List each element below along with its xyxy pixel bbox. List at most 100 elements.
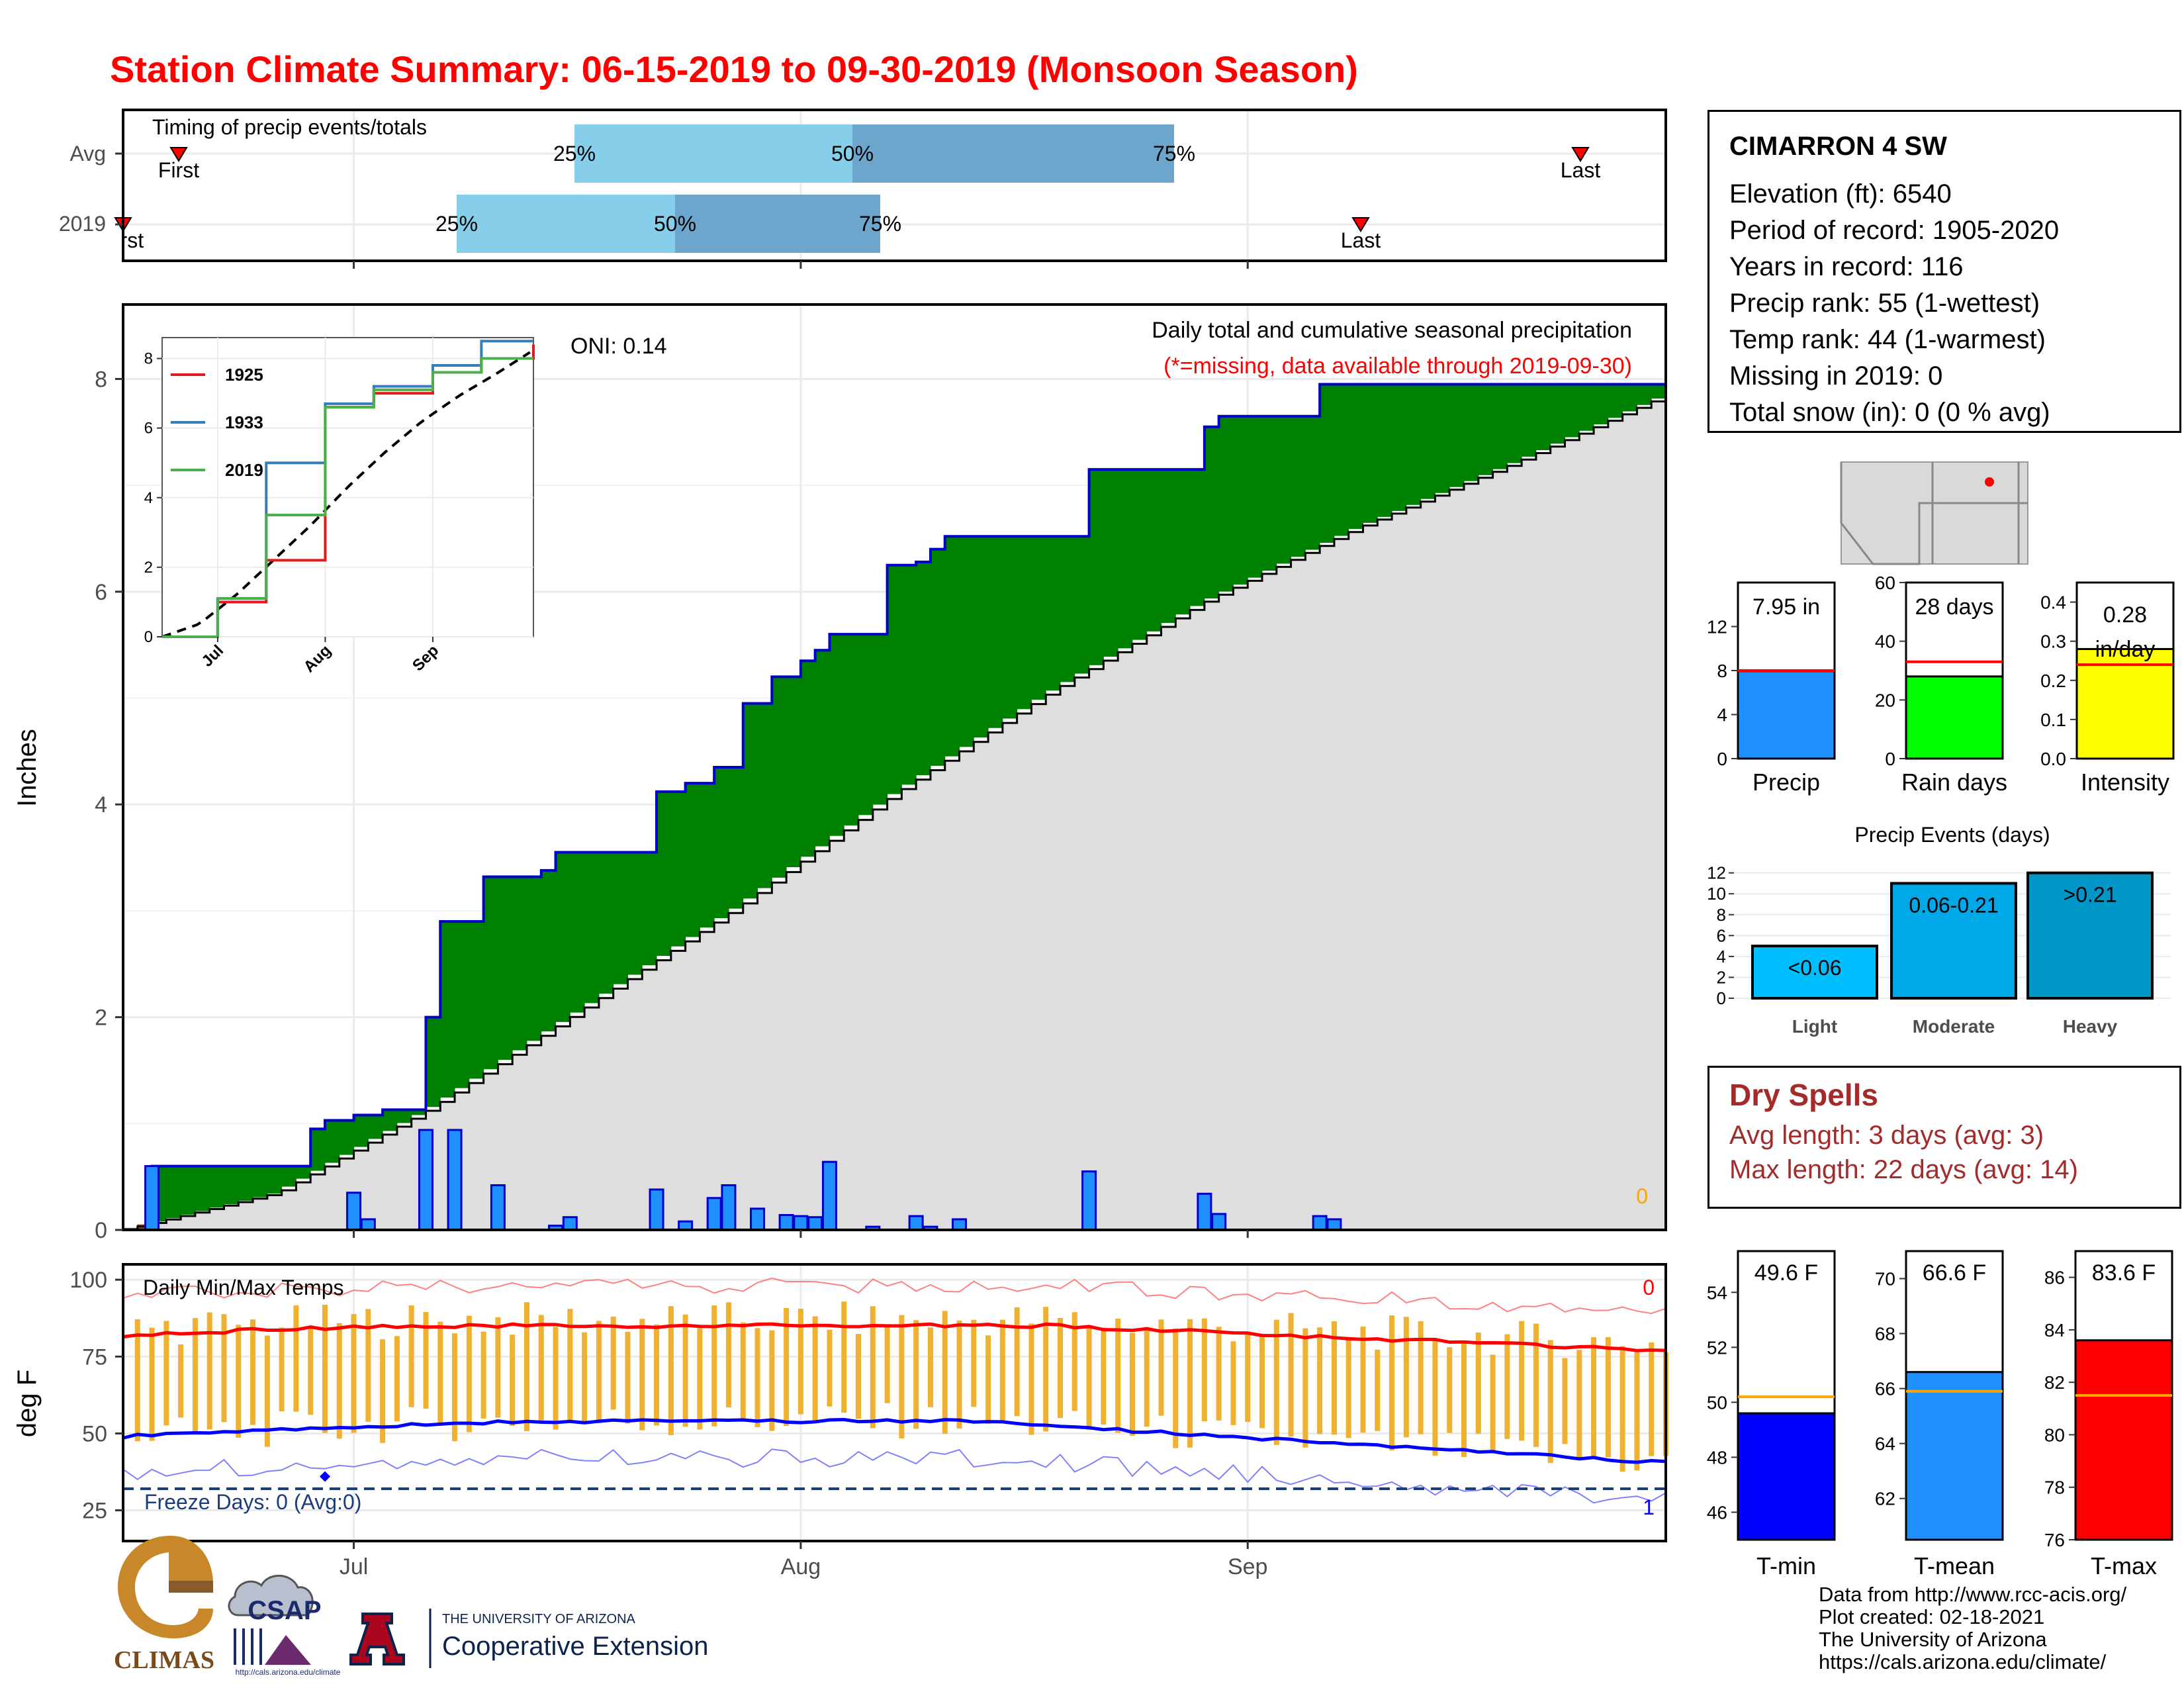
daily-temp-range-bar <box>596 1321 602 1424</box>
events-range-Heavy: >0.21 <box>2064 883 2117 907</box>
summary-ytick-label: 8 <box>1717 661 1727 681</box>
climas-logo-stripe <box>169 1581 213 1593</box>
events-category-Heavy: Heavy <box>2063 1016 2118 1037</box>
daily-temp-range-bar <box>797 1309 803 1415</box>
daily-temp-range-bar <box>1403 1317 1409 1438</box>
daily-precip-bar <box>793 1215 809 1231</box>
cumulative-precip-line <box>123 383 1666 1231</box>
summary-ytick-label: 0.4 <box>2040 592 2066 613</box>
temp-ytick-label: 75 <box>82 1344 107 1370</box>
daily-temp-range-bar <box>1201 1318 1207 1422</box>
csap-logo-cloud <box>228 1574 314 1617</box>
events-ytick-label: 8 <box>1717 905 1726 925</box>
inset-legend-label-1925: 1925 <box>225 365 263 385</box>
daily-precip-bar <box>721 1184 737 1231</box>
daily-temp-range-bar <box>250 1319 256 1425</box>
daily-temp-range-bar <box>1028 1323 1034 1435</box>
daily-temp-range-bar <box>1144 1327 1150 1427</box>
daily-temp-range-bar <box>985 1335 991 1424</box>
timing-avg-q1-bar <box>574 124 852 183</box>
daily-temp-range-bar <box>264 1335 270 1447</box>
daily-precip-bar <box>1326 1218 1342 1231</box>
daily-temp-range-bar <box>1649 1342 1655 1456</box>
events-bar-Light <box>1751 945 1878 1000</box>
daily-temp-range-bar <box>1230 1341 1236 1425</box>
daily-temp-range-bar <box>1345 1338 1351 1438</box>
temp-summary-ytick-label: 50 <box>1707 1392 1727 1413</box>
daily-temp-range-bar <box>1360 1327 1366 1433</box>
daily-temp-range-bar <box>351 1314 357 1433</box>
daily-temp-range-bar <box>740 1322 746 1421</box>
daily-temp-range-bar <box>1158 1319 1164 1416</box>
summary-ytick-label: 60 <box>1875 573 1895 593</box>
freeze-days-label: Freeze Days: 0 (Avg:0) <box>144 1490 361 1514</box>
summary-label-Rain days: Rain days <box>1901 769 2007 796</box>
daily-temp-range-bar <box>452 1333 458 1442</box>
daily-temp-range-bar <box>1605 1336 1611 1458</box>
daily-temp-range-bar <box>725 1302 731 1408</box>
dry-spells-avg: Avg length: 3 days (avg: 3) <box>1729 1121 2044 1150</box>
temp-summary-ytick-label: 82 <box>2044 1372 2065 1393</box>
inset-legend-label-2019: 2019 <box>225 460 263 480</box>
daily-temp-range-bar <box>1331 1321 1337 1435</box>
daily-temp-range-bar <box>1461 1342 1467 1458</box>
events-category-Moderate: Moderate <box>1913 1016 1995 1037</box>
temp-summary-ytick-label: 70 <box>1875 1269 1895 1289</box>
page-title: Station Climate Summary: 06-15-2019 to 0… <box>110 48 1358 90</box>
station-location-marker <box>1985 477 1994 487</box>
daily-temp-range-bar <box>841 1301 847 1413</box>
daily-temp-range-bar <box>1014 1307 1020 1417</box>
station-years: Years in record: 116 <box>1729 252 1964 281</box>
timing-avg-first-label: First <box>158 158 199 182</box>
timing-2019-q2-bar <box>675 195 880 253</box>
csap-logo-lines <box>234 1628 262 1665</box>
daily-temp-range-bar <box>1058 1317 1064 1419</box>
daily-temp-range-bar <box>134 1319 140 1442</box>
daily-temp-range-bar <box>1245 1333 1251 1423</box>
events-ytick-label: 10 <box>1707 884 1726 904</box>
daily-temp-range-bar <box>1490 1354 1496 1450</box>
daily-temp-range-bar <box>510 1335 516 1427</box>
summary-bar-Precip <box>1737 670 1836 760</box>
temp-ytick-label: 25 <box>82 1499 107 1524</box>
university-of-arizona-logo <box>349 1613 405 1665</box>
locator-map-bg <box>1841 461 2028 565</box>
station-precip-rank: Precip rank: 55 (1-wettest) <box>1729 289 2040 318</box>
daily-temp-range-bar <box>466 1315 472 1432</box>
temp-ytick-label: 50 <box>82 1421 107 1446</box>
daily-temp-range-bar <box>668 1306 674 1436</box>
summary-ytick-label: 0.2 <box>2040 671 2066 691</box>
inset-ytick-label: 2 <box>144 559 153 577</box>
summary-ytick-label: 12 <box>1707 617 1727 637</box>
daily-temp-range-bar <box>1129 1333 1135 1436</box>
precip-ytick-label: 6 <box>95 580 107 605</box>
record-max-line <box>122 1278 1666 1315</box>
summary-value-unit-Intensity: in/day <box>2095 637 2156 662</box>
csap-logo-mountain <box>265 1635 311 1665</box>
daily-temp-range-bar <box>1591 1336 1597 1458</box>
temp-summary-ytick-label: 80 <box>2044 1425 2065 1445</box>
temp-summary-value-T-max: 83.6 F <box>2092 1260 2156 1286</box>
precip-ytick-label: 8 <box>95 367 107 392</box>
daily-temp-range-bar <box>999 1319 1005 1421</box>
summary-ytick-label: 40 <box>1875 632 1895 652</box>
xtick-label-Jul: Jul <box>340 1554 368 1579</box>
timing-avg-pct-label: 50% <box>831 142 874 165</box>
daily-temp-range-bar <box>1259 1334 1265 1429</box>
daily-temp-range-bar <box>884 1325 890 1403</box>
temp-summary-ytick-label: 76 <box>2044 1530 2065 1550</box>
summary-value-Intensity: 0.28 <box>2103 602 2147 628</box>
temp-panel-label: Daily Min/Max Temps <box>143 1276 343 1299</box>
daily-temp-range-bar <box>610 1316 616 1410</box>
daily-temp-range-bar <box>582 1332 588 1422</box>
daily-temp-range-bar <box>784 1307 790 1427</box>
daily-temp-range-bar <box>163 1321 169 1426</box>
timing-panel-label: Timing of precip events/totals <box>152 115 427 139</box>
temp-summary-bar-T-max <box>2074 1339 2173 1541</box>
events-bar-Heavy <box>2026 871 2154 1000</box>
timing-row-label-2019: 2019 <box>59 212 106 236</box>
timing-2019-last-marker <box>1351 217 1370 232</box>
daily-temp-range-bar <box>1288 1313 1294 1437</box>
inset-ytick-label: 6 <box>144 420 153 438</box>
